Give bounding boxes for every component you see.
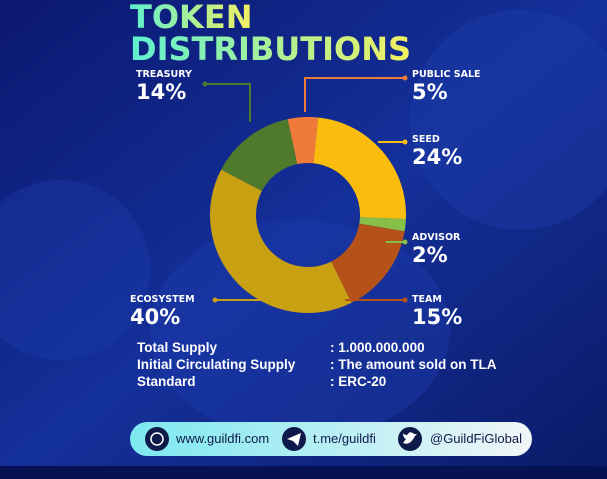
donut-segment (210, 169, 352, 313)
link-text[interactable]: @GuildFiGlobal (430, 431, 522, 446)
link-pill (130, 422, 532, 456)
leader-dot (202, 81, 208, 87)
category-label: SEED (412, 134, 440, 145)
donut-segment (359, 217, 406, 232)
leader-dot (212, 297, 218, 303)
percent-label: 40% (130, 305, 180, 329)
category-label: ECOSYSTEM (130, 294, 195, 305)
supply-value: : ERC-20 (330, 374, 386, 389)
category-label: ADVISOR (412, 232, 461, 243)
telegram-glyph (287, 433, 301, 446)
supply-value: : 1.000.000.000 (330, 340, 425, 355)
link-bar: www.guildfi.com t.me/guildfi @GuildFiGlo… (130, 422, 532, 456)
leader-dot (402, 75, 408, 81)
link-text[interactable]: t.me/guildfi (313, 431, 376, 446)
percent-label: 15% (412, 305, 462, 329)
twitter-glyph (403, 432, 417, 444)
supply-table: Total Supply : 1.000.000.000 Initial Cir… (137, 340, 497, 389)
leader-dot (402, 239, 408, 245)
category-label: TREASURY (136, 69, 192, 80)
leader-dot (402, 139, 408, 145)
donut-segment (313, 117, 406, 220)
donut-segment (287, 117, 319, 165)
web-icon-glyph (150, 432, 164, 446)
percent-label: 5% (412, 80, 448, 104)
decor-coin (410, 10, 607, 230)
leader-line (205, 83, 251, 122)
decor-coin (0, 180, 150, 360)
percent-label: 24% (412, 145, 462, 169)
supply-label: Standard (137, 374, 196, 389)
title-line: TOKEN (130, 0, 252, 36)
leader-dot (402, 297, 408, 303)
percent-label: 14% (136, 80, 186, 104)
donut-segment (331, 223, 405, 303)
percent-label: 2% (412, 243, 448, 267)
supply-label: Initial Circulating Supply (137, 357, 296, 372)
footer-strip (0, 466, 607, 479)
supply-label: Total Supply (137, 340, 217, 355)
web-icon (145, 427, 169, 451)
decor-coin (150, 220, 450, 440)
donut-segment (221, 119, 298, 191)
leader-line (304, 77, 405, 112)
supply-value: : The amount sold on TLA (330, 357, 497, 372)
category-label: TEAM (412, 294, 442, 305)
category-label: PUBLIC SALE (412, 69, 481, 80)
link-text[interactable]: www.guildfi.com (175, 431, 269, 446)
title-line: DISTRIBUTIONS (130, 30, 411, 68)
